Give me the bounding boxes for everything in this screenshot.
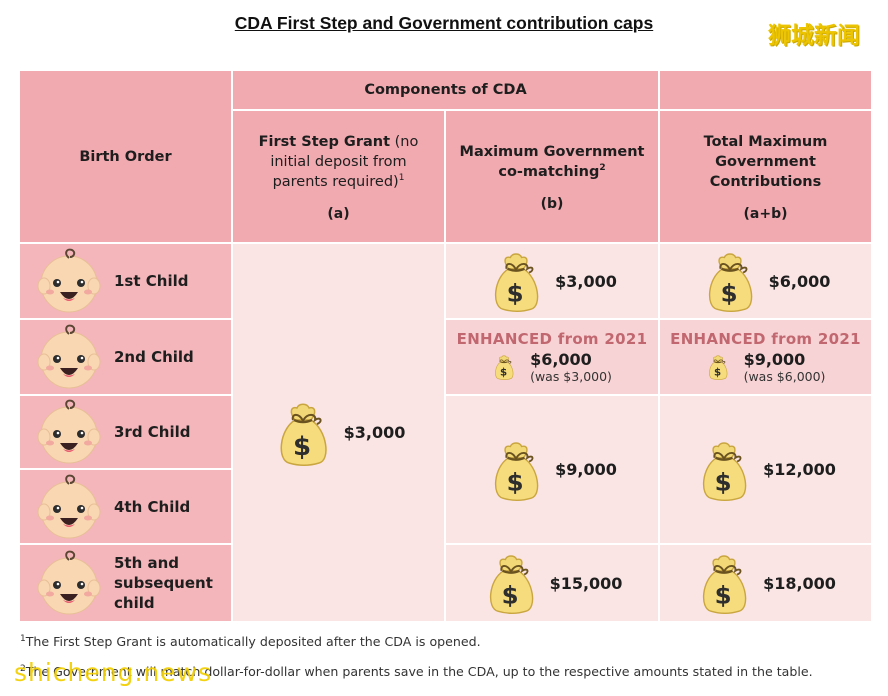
baby-face-icon <box>36 324 102 390</box>
footnote-2: 2The Government will match dollar-for-do… <box>20 663 813 679</box>
total-value: $6,000 <box>768 271 831 291</box>
watermark-logo: 狮城新闻 <box>768 23 860 49</box>
baby-face-icon <box>36 399 102 465</box>
total-value: $12,000 <box>763 460 836 479</box>
header-col-b-line1: Maximum Government <box>459 143 645 160</box>
baby-face-icon <box>36 550 102 616</box>
row-label-4: 4th Child <box>20 470 231 543</box>
money-bag-icon <box>487 439 545 501</box>
row-label-3: 3rd Child <box>20 396 231 468</box>
child-label: 1st Child <box>114 272 189 290</box>
money-bag-icon <box>492 354 516 380</box>
page-title: CDA First Step and Government contributi… <box>234 13 654 33</box>
child-label: 3rd Child <box>114 423 191 441</box>
comatching-row-1: $3,000 <box>446 244 658 318</box>
money-bag-icon <box>272 400 334 466</box>
header-col-a: First Step Grant (no initial deposit fro… <box>233 111 444 242</box>
previous-value: (was $3,000) <box>530 369 612 384</box>
total-row-5: $18,000 <box>660 545 871 621</box>
money-bag-icon <box>482 552 540 614</box>
header-components: Components of CDA <box>233 71 658 109</box>
money-bag-icon <box>695 552 753 614</box>
total-row-3-4: $12,000 <box>660 396 871 543</box>
footnote-1: 1The First Step Grant is automatically d… <box>20 633 481 649</box>
watermark-site: shicheng.news <box>14 658 213 687</box>
enhanced-label: ENHANCED from 2021 <box>456 330 648 348</box>
header-components-label: Components of CDA <box>364 82 527 98</box>
enhanced-label: ENHANCED from 2021 <box>670 330 861 348</box>
comatching-row-5: $15,000 <box>446 545 658 621</box>
row-label-5: 5th and subsequent child <box>20 545 231 621</box>
comatching-value: $9,000 <box>555 460 617 479</box>
money-bag-icon <box>487 250 545 312</box>
child-label: 5th and subsequent child <box>114 554 213 612</box>
first-step-grant-cell: $3,000 <box>233 244 444 621</box>
total-row-2: ENHANCED from 2021 $9,000 (was $6,000) <box>660 320 871 394</box>
header-birth-order: Birth Order <box>20 71 231 242</box>
comatching-row-3-4: $9,000 <box>446 396 658 543</box>
comatching-value: $6,000 <box>530 350 592 369</box>
header-col-c-label: (a+b) <box>743 205 788 222</box>
comatching-value: $15,000 <box>549 573 623 593</box>
baby-face-icon <box>36 474 102 540</box>
child-label: 4th Child <box>114 497 191 516</box>
header-col-b-line2: co-matching2 <box>498 162 606 180</box>
money-bag-icon <box>706 354 730 380</box>
header-col-b: Maximum Government co-matching2 (b) <box>446 111 658 242</box>
header-col-c-line1: Total Maximum <box>703 133 828 150</box>
header-blank <box>660 71 871 109</box>
total-value: $18,000 <box>763 573 836 593</box>
row-label-2: 2nd Child <box>20 320 231 394</box>
previous-value: (was $6,000) <box>743 369 826 384</box>
row-label-1: 1st Child <box>20 244 231 318</box>
money-bag-icon <box>701 250 759 312</box>
header-col-c-line3: Contributions <box>709 173 822 190</box>
header-col-c-line2: Government <box>715 153 816 170</box>
money-bag-icon <box>695 439 753 501</box>
header-col-a-label: (a) <box>327 205 350 222</box>
header-col-b-label: (b) <box>540 195 564 212</box>
total-value: $9,000 <box>743 350 806 369</box>
header-col-a-text: First Step Grant (no initial deposit fro… <box>258 133 419 190</box>
first-step-grant-value: $3,000 <box>343 423 406 442</box>
child-label: 2nd Child <box>114 348 194 366</box>
total-row-1: $6,000 <box>660 244 871 318</box>
header-col-c: Total Maximum Government Contributions (… <box>660 111 871 242</box>
comatching-row-2: ENHANCED from 2021 $6,000 (was $3,000) <box>446 320 658 394</box>
header-birth-order-label: Birth Order <box>79 148 172 165</box>
baby-face-icon <box>36 248 102 314</box>
comatching-value: $3,000 <box>555 271 617 291</box>
